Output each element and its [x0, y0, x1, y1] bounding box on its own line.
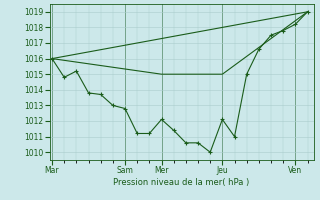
X-axis label: Pression niveau de la mer( hPa ): Pression niveau de la mer( hPa )	[114, 178, 250, 187]
